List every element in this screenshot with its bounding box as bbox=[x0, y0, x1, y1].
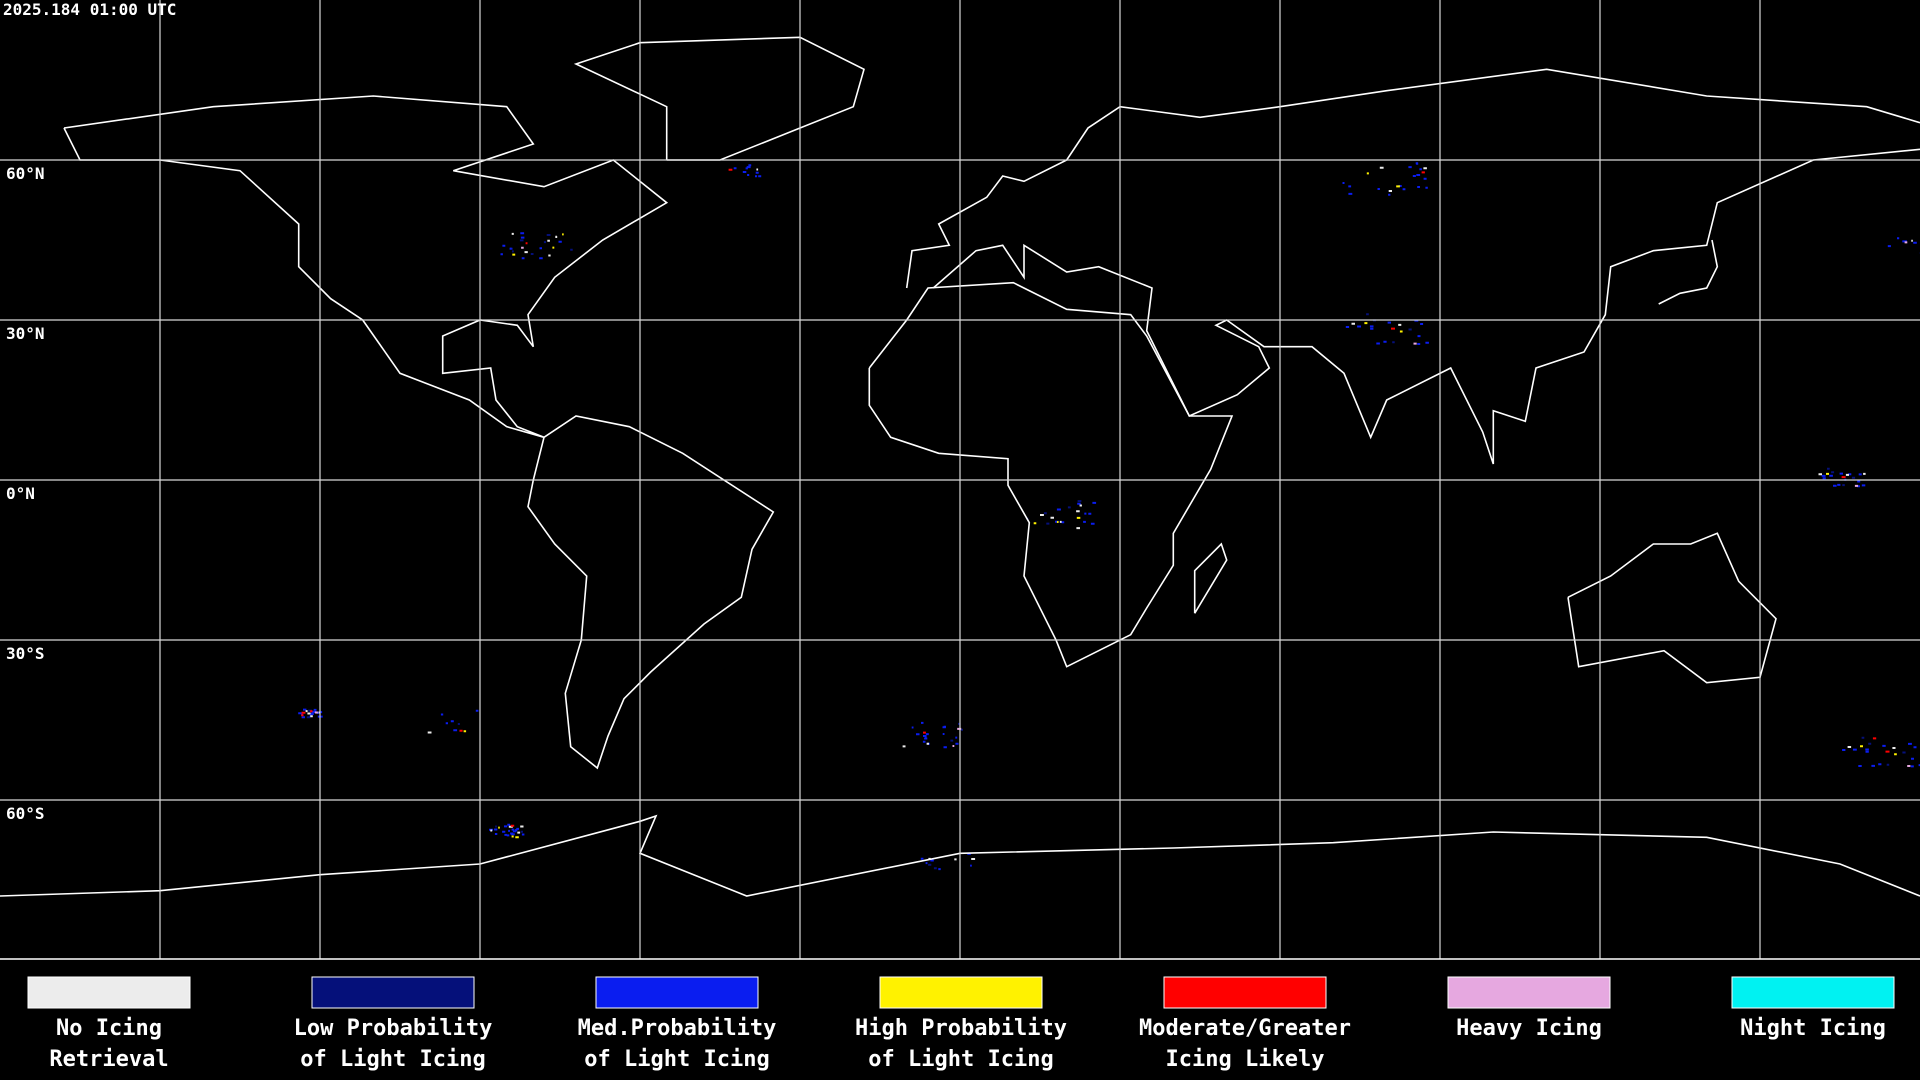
legend-swatch bbox=[1447, 976, 1611, 1009]
latitude-label: 30°N bbox=[6, 324, 45, 343]
coastline bbox=[0, 814, 1920, 897]
legend-swatch bbox=[27, 976, 191, 1009]
legend-label: No Icing bbox=[56, 1016, 162, 1041]
coastline bbox=[932, 148, 1920, 465]
coastline bbox=[63, 95, 669, 439]
legend-label: Retrieval bbox=[49, 1047, 168, 1072]
latitude-label: 30°S bbox=[6, 644, 45, 663]
graticule bbox=[0, 0, 1920, 959]
coastline bbox=[868, 281, 1234, 668]
legend-label: Moderate/Greater bbox=[1139, 1016, 1351, 1041]
coastline bbox=[1193, 542, 1228, 614]
legend-swatch bbox=[1731, 976, 1895, 1009]
coastlines bbox=[0, 36, 1920, 897]
timestamp: 2025.184 01:00 UTC bbox=[3, 0, 176, 19]
legend-swatch bbox=[311, 976, 475, 1009]
legend-label: Night Icing bbox=[1740, 1016, 1886, 1041]
coastline bbox=[1658, 239, 1719, 305]
latitude-label: 0°N bbox=[6, 484, 35, 503]
coastline bbox=[527, 415, 775, 770]
legend-label: High Probability bbox=[855, 1016, 1067, 1041]
legend-label: of Light Icing bbox=[584, 1047, 769, 1072]
legend-swatch bbox=[1163, 976, 1327, 1009]
coastline bbox=[1567, 532, 1777, 684]
latitude-label: 60°S bbox=[6, 804, 45, 823]
latitude-label: 60°N bbox=[6, 164, 45, 183]
legend-label: of Light Icing bbox=[300, 1047, 485, 1072]
legend-label: Med.Probability bbox=[578, 1016, 777, 1041]
legend-label: Icing Likely bbox=[1166, 1047, 1325, 1072]
legend: No Icing Retrieval Low Probability of Light… bbox=[27, 976, 1895, 1072]
legend-swatch bbox=[595, 976, 759, 1009]
legend-swatch bbox=[879, 976, 1043, 1009]
legend-label: Low Probability bbox=[294, 1016, 493, 1041]
latitude-labels: 60°N 30°N 0°N 30°S 60°S bbox=[6, 164, 45, 823]
legend-label: Heavy Icing bbox=[1456, 1016, 1602, 1041]
legend-label: of Light Icing bbox=[868, 1047, 1053, 1072]
